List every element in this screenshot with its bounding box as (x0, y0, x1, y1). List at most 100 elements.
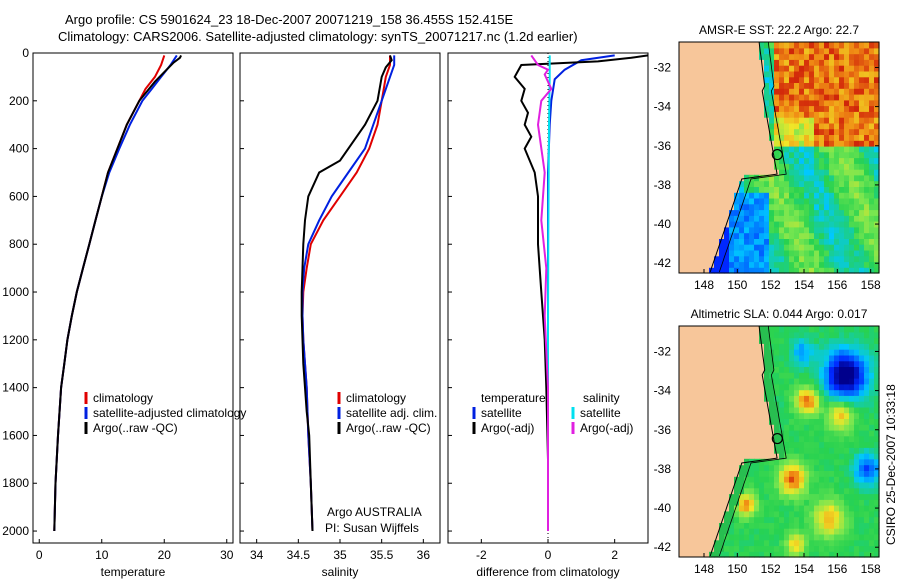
map-cell (814, 458, 820, 466)
map-cell (874, 244, 880, 251)
map-cell (824, 174, 830, 182)
map-cell (794, 412, 800, 419)
map-cell (854, 522, 860, 529)
map-cell (779, 354, 785, 362)
map-cell (799, 331, 805, 339)
map-cell (874, 209, 880, 216)
map-cell (784, 412, 790, 419)
map-cell (859, 53, 865, 60)
map-cell (774, 174, 780, 182)
map-cell (729, 261, 735, 268)
map-cell (754, 470, 760, 477)
map-cell (839, 221, 845, 228)
map-cell (864, 255, 870, 263)
map-cell (814, 244, 820, 251)
map-cell (844, 47, 850, 55)
map-cell (754, 244, 760, 251)
map-cell (819, 510, 825, 518)
map-cell (844, 499, 850, 506)
map-cell (834, 99, 840, 107)
map-cell (854, 493, 860, 500)
map-cell (804, 221, 810, 228)
map-cell (779, 360, 785, 367)
map-cell (854, 59, 860, 66)
map-cell (804, 424, 810, 431)
y-tick-label: 1600 (2, 428, 29, 442)
map-cell (754, 337, 760, 344)
map-cell (824, 505, 830, 512)
map-cell (819, 99, 825, 107)
map-cell (874, 140, 880, 147)
map-cell (869, 145, 875, 153)
x-axis-label: temperature (101, 565, 166, 579)
map-cell (819, 493, 825, 500)
map-cell (794, 255, 800, 263)
map-cell (759, 174, 765, 182)
map-cell (849, 464, 855, 471)
map-cell (809, 140, 815, 147)
map-cell (869, 453, 875, 460)
map-cell (779, 343, 785, 350)
map-cell (724, 255, 730, 263)
map-cell (794, 551, 800, 558)
map-cell (819, 47, 825, 55)
map-cell (834, 464, 840, 471)
y-tick-label: -32 (654, 60, 672, 74)
map-cell (859, 145, 865, 153)
map-cell (784, 70, 790, 78)
map-cell (839, 267, 845, 274)
map-cell (869, 343, 875, 350)
map-cell (874, 94, 880, 101)
map-cell (799, 441, 805, 448)
map-cell (854, 88, 860, 95)
map-cell (704, 267, 710, 274)
map-cell (759, 476, 765, 483)
map-cell (829, 122, 835, 130)
map-cell (854, 209, 860, 216)
map-cell (859, 447, 865, 454)
map-cell (859, 140, 865, 147)
map-cell (774, 94, 780, 101)
map-cell (764, 458, 770, 466)
map-cell (854, 545, 860, 552)
map-cell (809, 267, 815, 274)
map-cell (789, 545, 795, 552)
map-cell (784, 389, 790, 396)
map-cell (869, 197, 875, 205)
map-cell (819, 453, 825, 460)
map-cell (804, 326, 810, 333)
map-cell (774, 267, 780, 274)
map-cell (814, 545, 820, 552)
map-cell (769, 470, 775, 477)
map-cell (829, 209, 835, 216)
map-cell (809, 522, 815, 529)
map-cell (809, 458, 815, 466)
map-cell (824, 383, 830, 391)
map-cell (854, 470, 860, 477)
map-cell (734, 481, 740, 489)
map-cell (804, 111, 810, 118)
map-cell (784, 516, 790, 523)
map-cell (749, 533, 755, 541)
map-cell (739, 551, 745, 558)
map-cell (809, 238, 815, 245)
map-cell (839, 389, 845, 396)
map-cell (859, 186, 865, 193)
map-cell (734, 180, 740, 187)
map-cell (844, 487, 850, 495)
map-cell (809, 151, 815, 159)
map-cell (744, 493, 750, 500)
map-cell (774, 343, 780, 350)
map-cell (844, 395, 850, 402)
map-cell (849, 134, 855, 141)
map-cell (834, 360, 840, 367)
map-cell (829, 429, 835, 437)
map-cell (764, 88, 770, 95)
map-cell (789, 174, 795, 182)
map-cell (849, 372, 855, 379)
map-cell (854, 331, 860, 339)
map-cell (804, 76, 810, 83)
map-cell (834, 197, 840, 205)
map-cell (854, 70, 860, 78)
map-cell (789, 134, 795, 141)
